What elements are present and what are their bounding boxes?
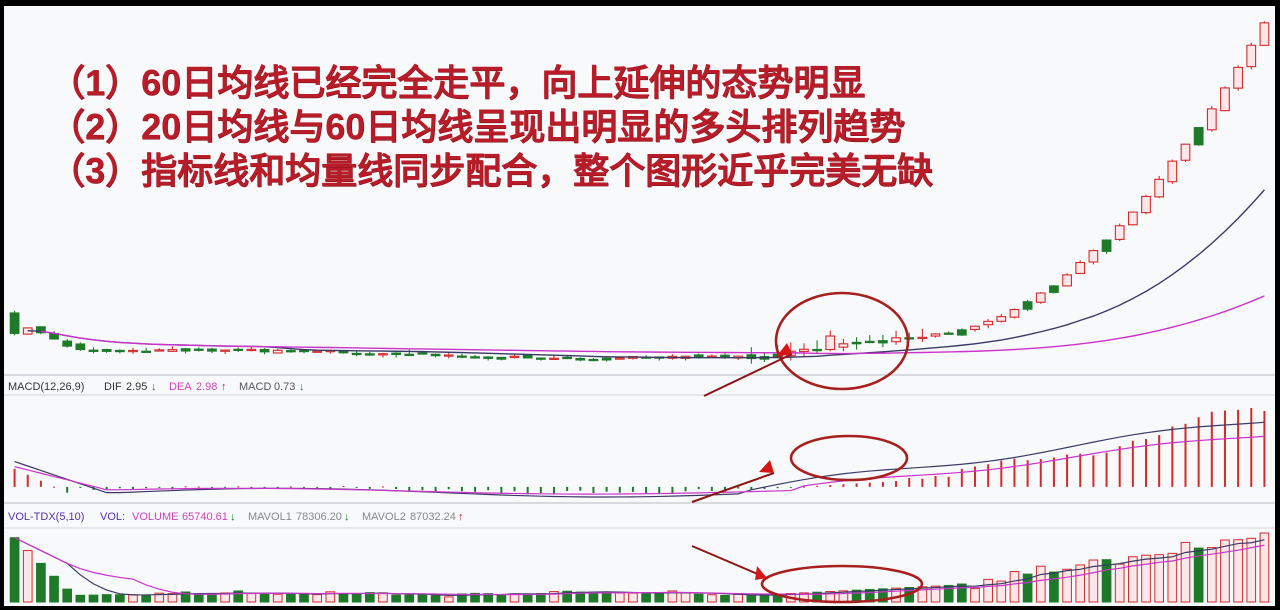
svg-text:DIF: DIF <box>104 381 122 393</box>
svg-text:DEA: DEA <box>169 381 192 393</box>
svg-text:VOL-TDX(5,10): VOL-TDX(5,10) <box>8 511 84 523</box>
svg-text:87032.24: 87032.24 <box>410 511 456 523</box>
svg-text:2.95: 2.95 <box>126 381 147 393</box>
svg-text:78306.20: 78306.20 <box>296 511 342 523</box>
svg-text:VOLUME: VOLUME <box>132 511 178 523</box>
svg-text:↓: ↓ <box>344 511 350 523</box>
svg-text:↓: ↓ <box>151 381 157 393</box>
svg-text:MACD: MACD <box>239 381 271 393</box>
svg-text:65740.61: 65740.61 <box>182 511 228 523</box>
svg-text:↓: ↓ <box>230 511 236 523</box>
svg-text:↑: ↑ <box>221 381 227 393</box>
svg-text:↑: ↑ <box>458 511 464 523</box>
svg-text:MACD(12,26,9): MACD(12,26,9) <box>8 381 84 393</box>
svg-text:0.73: 0.73 <box>274 381 295 393</box>
svg-text:2.98: 2.98 <box>196 381 217 393</box>
svg-text:VOL:: VOL: <box>100 511 125 523</box>
svg-text:MAVOL1: MAVOL1 <box>248 511 292 523</box>
svg-text:MAVOL2: MAVOL2 <box>362 511 406 523</box>
svg-text:↓: ↓ <box>299 381 305 393</box>
